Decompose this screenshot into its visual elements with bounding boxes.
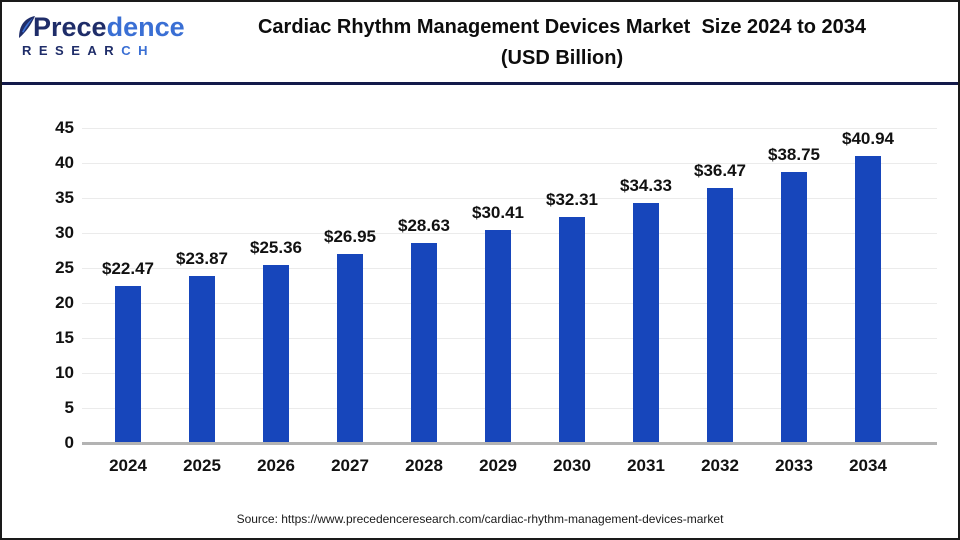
bar-value-label-2032: $36.47 [694,161,746,180]
bar-2030 [559,217,585,443]
bar-value-label-2028: $28.63 [398,216,450,235]
bar-value-label-2031: $34.33 [620,176,672,195]
bar-value-label-2030: $32.31 [546,190,598,209]
bar-2027 [337,254,363,443]
bar-2031 [633,203,659,443]
bar-value-label-2034: $40.94 [842,129,894,148]
y-tick-label-5: 5 [64,398,74,417]
x-tick-label-2028: 2028 [405,456,443,475]
bar-value-label-2025: $23.87 [176,249,228,268]
gridline-y35 [82,198,937,199]
bar-2032 [707,188,733,443]
y-tick-label-10: 10 [55,363,74,382]
bar-2026 [263,265,289,443]
bar-value-label-2033: $38.75 [768,145,820,164]
x-tick-label-2030: 2030 [553,456,591,475]
chart-title-line1: Cardiac Rhythm Management Devices Market… [257,16,867,38]
x-tick-label-2031: 2031 [627,456,665,475]
x-tick-label-2032: 2032 [701,456,739,475]
y-tick-label-30: 30 [55,223,74,242]
logo-word-part2: dence [106,12,185,42]
bar-2025 [189,276,215,443]
bar-2034 [855,156,881,443]
bar-2028 [411,243,437,443]
chart-title: Cardiac Rhythm Management Devices Market… [172,12,952,74]
x-tick-label-2025: 2025 [183,456,221,475]
logo-subtitle-part2: CH [121,43,155,58]
header: Prece dence RESEARCH Cardiac Rhythm Manag… [2,2,958,82]
precedence-research-logo: Prece dence RESEARCH [18,14,188,57]
bar-2024 [115,286,141,443]
logo-subtitle: RESEARCH [22,44,188,57]
x-tick-label-2033: 2033 [775,456,813,475]
y-tick-label-45: 45 [55,118,74,137]
y-tick-label-15: 15 [55,328,74,347]
logo-wordmark: Prece dence [18,14,188,41]
y-tick-label-25: 25 [55,258,74,277]
gridline-y40 [82,163,937,164]
x-tick-label-2026: 2026 [257,456,295,475]
bar-2033 [781,172,807,443]
x-tick-label-2027: 2027 [331,456,369,475]
bar-value-label-2024: $22.47 [102,259,154,278]
bar-2029 [485,230,511,443]
y-tick-label-0: 0 [64,433,74,452]
leaf-icon [19,16,35,38]
x-tick-label-2024: 2024 [109,456,147,475]
source-citation: Source: https://www.precedenceresearch.c… [236,512,724,526]
logo-subtitle-part1: RESEAR [22,43,122,58]
x-axis-line [82,442,937,445]
x-tick-label-2029: 2029 [479,456,517,475]
logo-word-part1: Prece [33,12,107,42]
y-tick-label-35: 35 [55,188,74,207]
x-tick-label-2034: 2034 [849,456,887,475]
y-tick-label-40: 40 [55,153,74,172]
y-tick-label-20: 20 [55,293,74,312]
chart-title-line2: (USD Billion) [500,47,624,69]
bar-value-label-2027: $26.95 [324,227,376,246]
gridline-y45 [82,128,937,129]
header-divider [2,82,958,85]
bar-value-label-2029: $30.41 [472,203,524,222]
bar-value-label-2026: $25.36 [250,238,302,257]
